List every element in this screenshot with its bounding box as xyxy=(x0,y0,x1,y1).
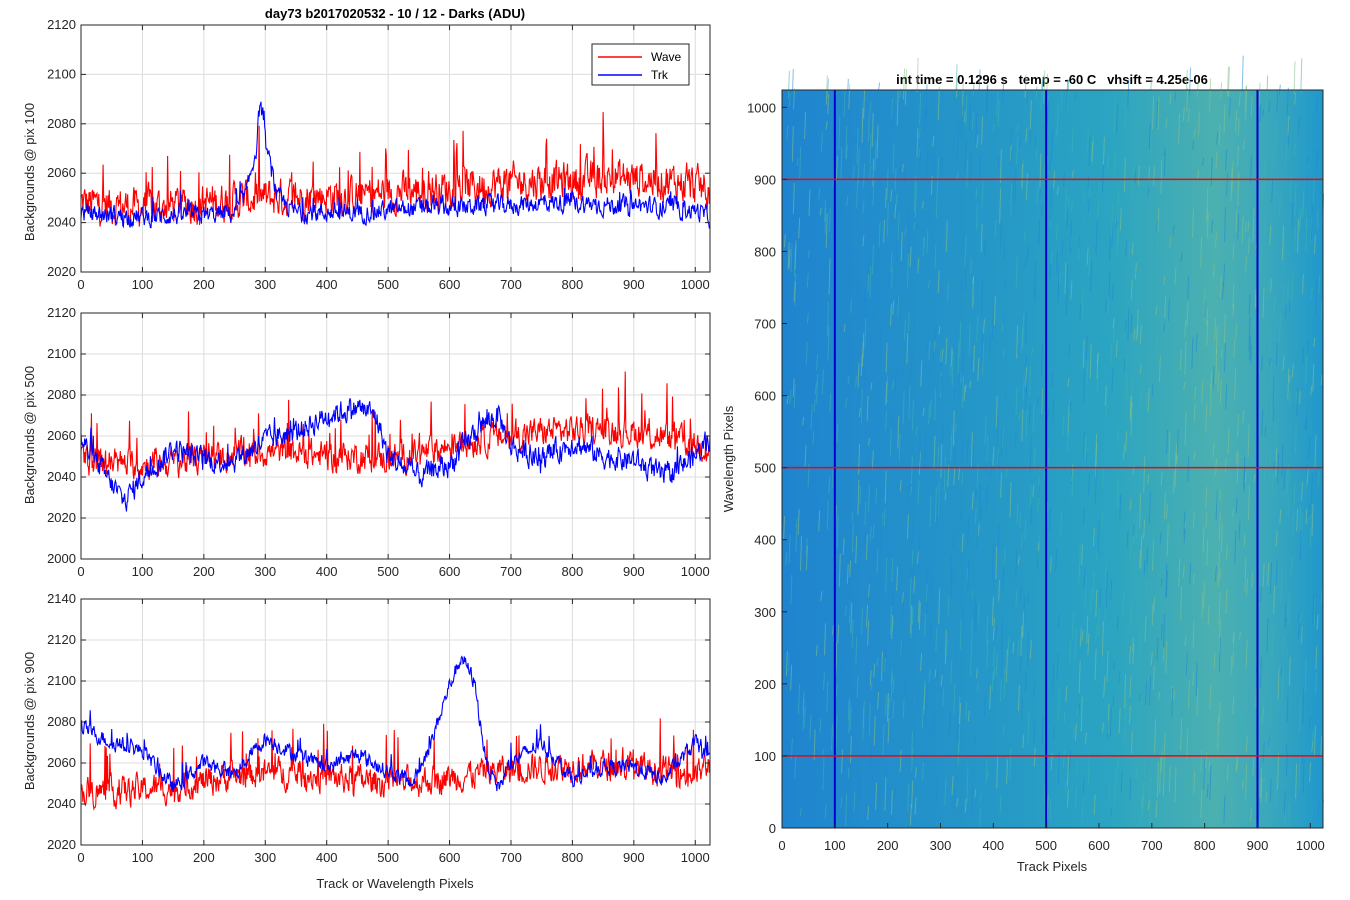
x-tick-label: 300 xyxy=(254,850,276,865)
heatmap-x-tick-label: 1000 xyxy=(1296,838,1325,853)
y-tick-label: 2080 xyxy=(47,387,76,402)
x-tick-label: 100 xyxy=(132,277,154,292)
x-tick-label: 1000 xyxy=(681,277,710,292)
x-tick-label: 100 xyxy=(132,564,154,579)
line-plot-2: 0 100 200 300 400 500 600 700 800 900 1000 2000 2020… xyxy=(47,305,711,579)
legend-trk-label: Trk xyxy=(651,68,669,82)
y-tick-label: 2020 xyxy=(47,264,76,279)
x-tick-label: 0 xyxy=(77,277,84,292)
y-tick-label: 2040 xyxy=(47,469,76,484)
y-tick-label: 2060 xyxy=(47,755,76,770)
x-tick-label: 200 xyxy=(193,850,215,865)
heatmap-x-tick-label: 800 xyxy=(1194,838,1216,853)
y-tick-label: 2100 xyxy=(47,66,76,81)
heatmap-y-tick-label: 400 xyxy=(754,533,776,548)
heatmap-y-tick-label: 600 xyxy=(754,389,776,404)
x-tick-label: 800 xyxy=(562,564,584,579)
heatmap-x-tick-label: 300 xyxy=(930,838,952,853)
heatmap-y-tick-label: 100 xyxy=(754,749,776,764)
x-tick-label: 800 xyxy=(562,277,584,292)
x-tick-label: 500 xyxy=(377,277,399,292)
x-tick-label: 400 xyxy=(316,277,338,292)
heatmap-x-tick-label: 500 xyxy=(1035,838,1057,853)
plot2-ylabel: Backgrounds @ pix 500 xyxy=(22,366,37,504)
x-tick-label: 500 xyxy=(377,850,399,865)
y-tick-label: 2020 xyxy=(47,510,76,525)
x-tick-label: 200 xyxy=(193,564,215,579)
x-tick-label: 900 xyxy=(623,564,645,579)
heatmap-x-tick-label: 700 xyxy=(1141,838,1163,853)
y-tick-label: 2120 xyxy=(47,632,76,647)
x-tick-label: 800 xyxy=(562,850,584,865)
series-line-trk xyxy=(81,398,710,512)
x-tick-label: 1000 xyxy=(681,850,710,865)
legend: Wave Trk xyxy=(591,43,690,86)
y-tick-label: 2080 xyxy=(47,714,76,729)
heatmap-x-tick-label: 400 xyxy=(982,838,1004,853)
axes-frame xyxy=(80,24,711,273)
legend-box xyxy=(591,43,690,86)
x-tick-label: 600 xyxy=(439,564,461,579)
heatmap-y-tick-label: 0 xyxy=(769,821,776,836)
x-tick-label: 700 xyxy=(500,850,522,865)
x-tick-label: 300 xyxy=(254,564,276,579)
series-line-wave xyxy=(81,112,710,227)
x-tick-label: 0 xyxy=(77,564,84,579)
series-line-trk xyxy=(81,655,710,793)
x-tick-label: 700 xyxy=(500,277,522,292)
heatmap-y-tick-label: 900 xyxy=(754,172,776,187)
plot1-ylabel: Backgrounds @ pix 100 xyxy=(22,103,37,241)
x-tick-label: 400 xyxy=(316,850,338,865)
heatmap-plot: 0 100 200 300 400 500 600 700 800 900 1000 0 100 200 3… xyxy=(747,55,1325,853)
heatmap-y-tick-label: 200 xyxy=(754,677,776,692)
y-tick-label: 2000 xyxy=(47,551,76,566)
plot1-title: day73 b2017020532 - 10 / 12 - Darks (ADU… xyxy=(265,6,525,21)
x-tick-label: 700 xyxy=(500,564,522,579)
y-tick-label: 2040 xyxy=(47,796,76,811)
legend-wave-label: Wave xyxy=(651,50,682,64)
x-tick-label: 300 xyxy=(254,277,276,292)
x-tick-label: 0 xyxy=(77,850,84,865)
x-tick-label: 400 xyxy=(316,564,338,579)
heatmap-y-tick-label: 700 xyxy=(754,317,776,332)
y-tick-label: 2060 xyxy=(47,165,76,180)
heatmap-y-tick-label: 1000 xyxy=(747,100,776,115)
x-tick-label: 500 xyxy=(377,564,399,579)
y-tick-label: 2020 xyxy=(47,837,76,852)
heatmap-title: int time = 0.1296 s temp = -60 C vhsift … xyxy=(896,72,1208,87)
heatmap-y-tick-label: 500 xyxy=(754,461,776,476)
y-tick-label: 2080 xyxy=(47,116,76,131)
y-tick-label: 2040 xyxy=(47,215,76,230)
heatmap-x-tick-label: 0 xyxy=(778,838,785,853)
x-tick-label: 900 xyxy=(623,850,645,865)
heatmap-x-tick-label: 100 xyxy=(824,838,846,853)
y-tick-label: 2140 xyxy=(47,591,76,606)
y-tick-label: 2120 xyxy=(47,305,76,320)
heatmap-xlabel: Track Pixels xyxy=(1017,859,1088,874)
x-tick-label: 1000 xyxy=(681,564,710,579)
heatmap-ylabel: Wavelength Pixels xyxy=(721,405,736,512)
heatmap-x-tick-label: 600 xyxy=(1088,838,1110,853)
y-tick-label: 2100 xyxy=(47,673,76,688)
line-plot-3: 0 100 200 300 400 500 600 700 800 900 1000 2020 2040… xyxy=(47,591,711,865)
heatmap-frame xyxy=(781,89,1324,829)
series-line-trk xyxy=(81,101,710,229)
x-tick-label: 900 xyxy=(623,277,645,292)
y-tick-label: 2120 xyxy=(47,17,76,32)
x-tick-label: 600 xyxy=(439,277,461,292)
heatmap-x-tick-label: 900 xyxy=(1247,838,1269,853)
heatmap-y-tick-label: 800 xyxy=(754,244,776,259)
plot3-xlabel: Track or Wavelength Pixels xyxy=(316,876,474,891)
y-tick-label: 2100 xyxy=(47,346,76,361)
y-tick-label: 2060 xyxy=(47,428,76,443)
heatmap-texture xyxy=(781,55,1325,827)
heatmap-x-tick-label: 200 xyxy=(877,838,899,853)
x-tick-label: 600 xyxy=(439,850,461,865)
heatmap-y-tick-label: 300 xyxy=(754,605,776,620)
plot3-ylabel: Backgrounds @ pix 900 xyxy=(22,652,37,790)
x-tick-label: 200 xyxy=(193,277,215,292)
x-tick-label: 100 xyxy=(132,850,154,865)
